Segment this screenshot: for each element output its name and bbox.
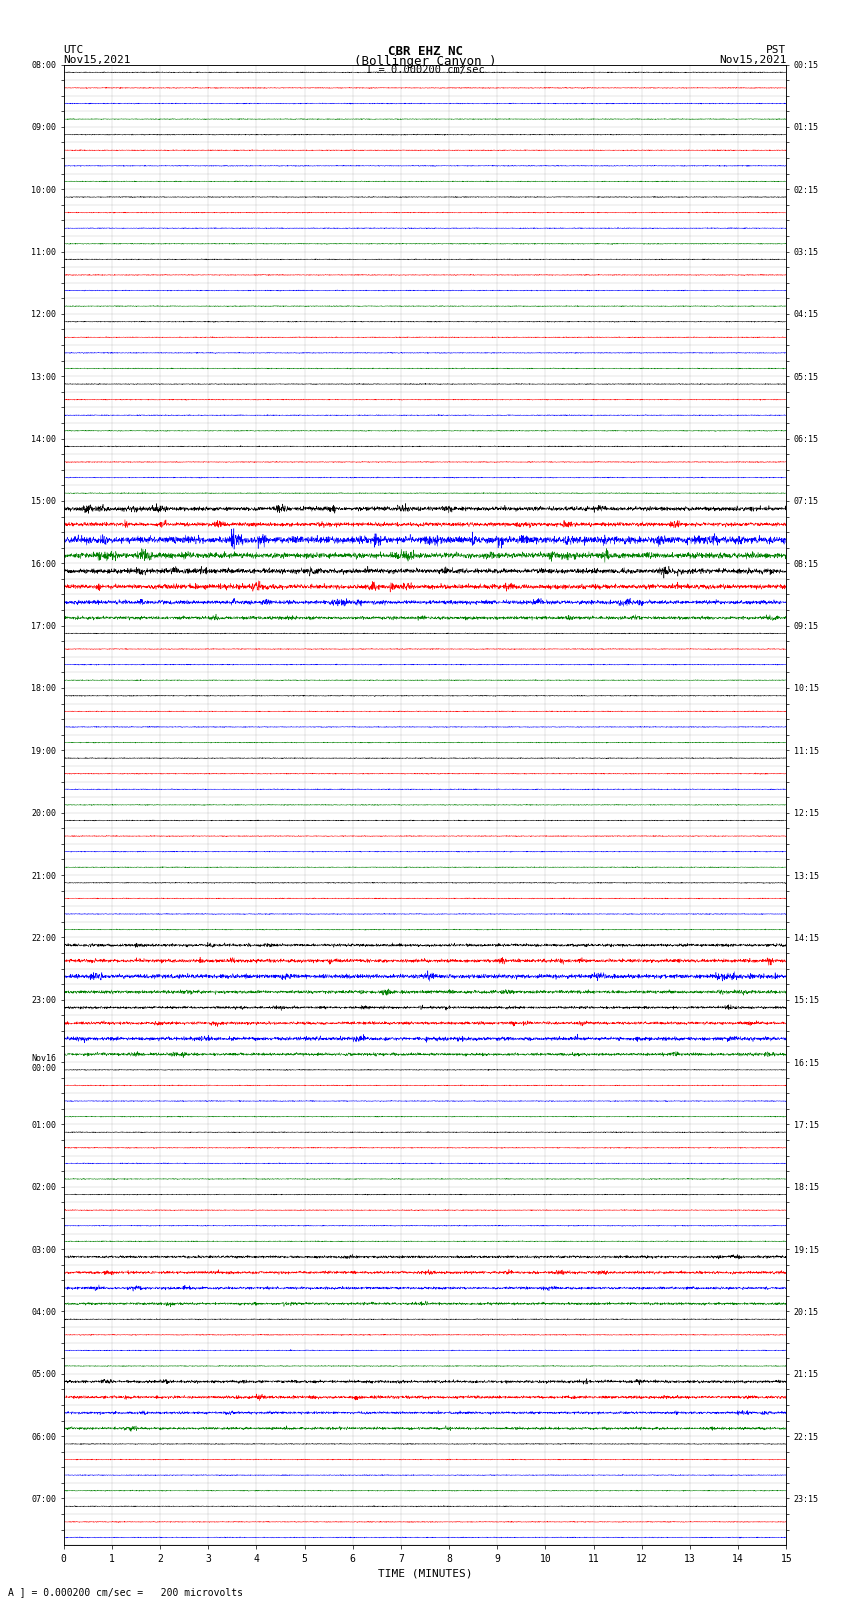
Text: Nov15,2021: Nov15,2021 bbox=[719, 55, 786, 65]
X-axis label: TIME (MINUTES): TIME (MINUTES) bbox=[377, 1568, 473, 1579]
Text: (Bollinger Canyon ): (Bollinger Canyon ) bbox=[354, 55, 496, 68]
Text: A ] = 0.000200 cm/sec =   200 microvolts: A ] = 0.000200 cm/sec = 200 microvolts bbox=[8, 1587, 243, 1597]
Text: PST: PST bbox=[766, 45, 786, 55]
Text: I = 0.000200 cm/sec: I = 0.000200 cm/sec bbox=[366, 65, 484, 74]
Text: UTC: UTC bbox=[64, 45, 84, 55]
Text: Nov15,2021: Nov15,2021 bbox=[64, 55, 131, 65]
Text: CBR EHZ NC: CBR EHZ NC bbox=[388, 45, 462, 58]
